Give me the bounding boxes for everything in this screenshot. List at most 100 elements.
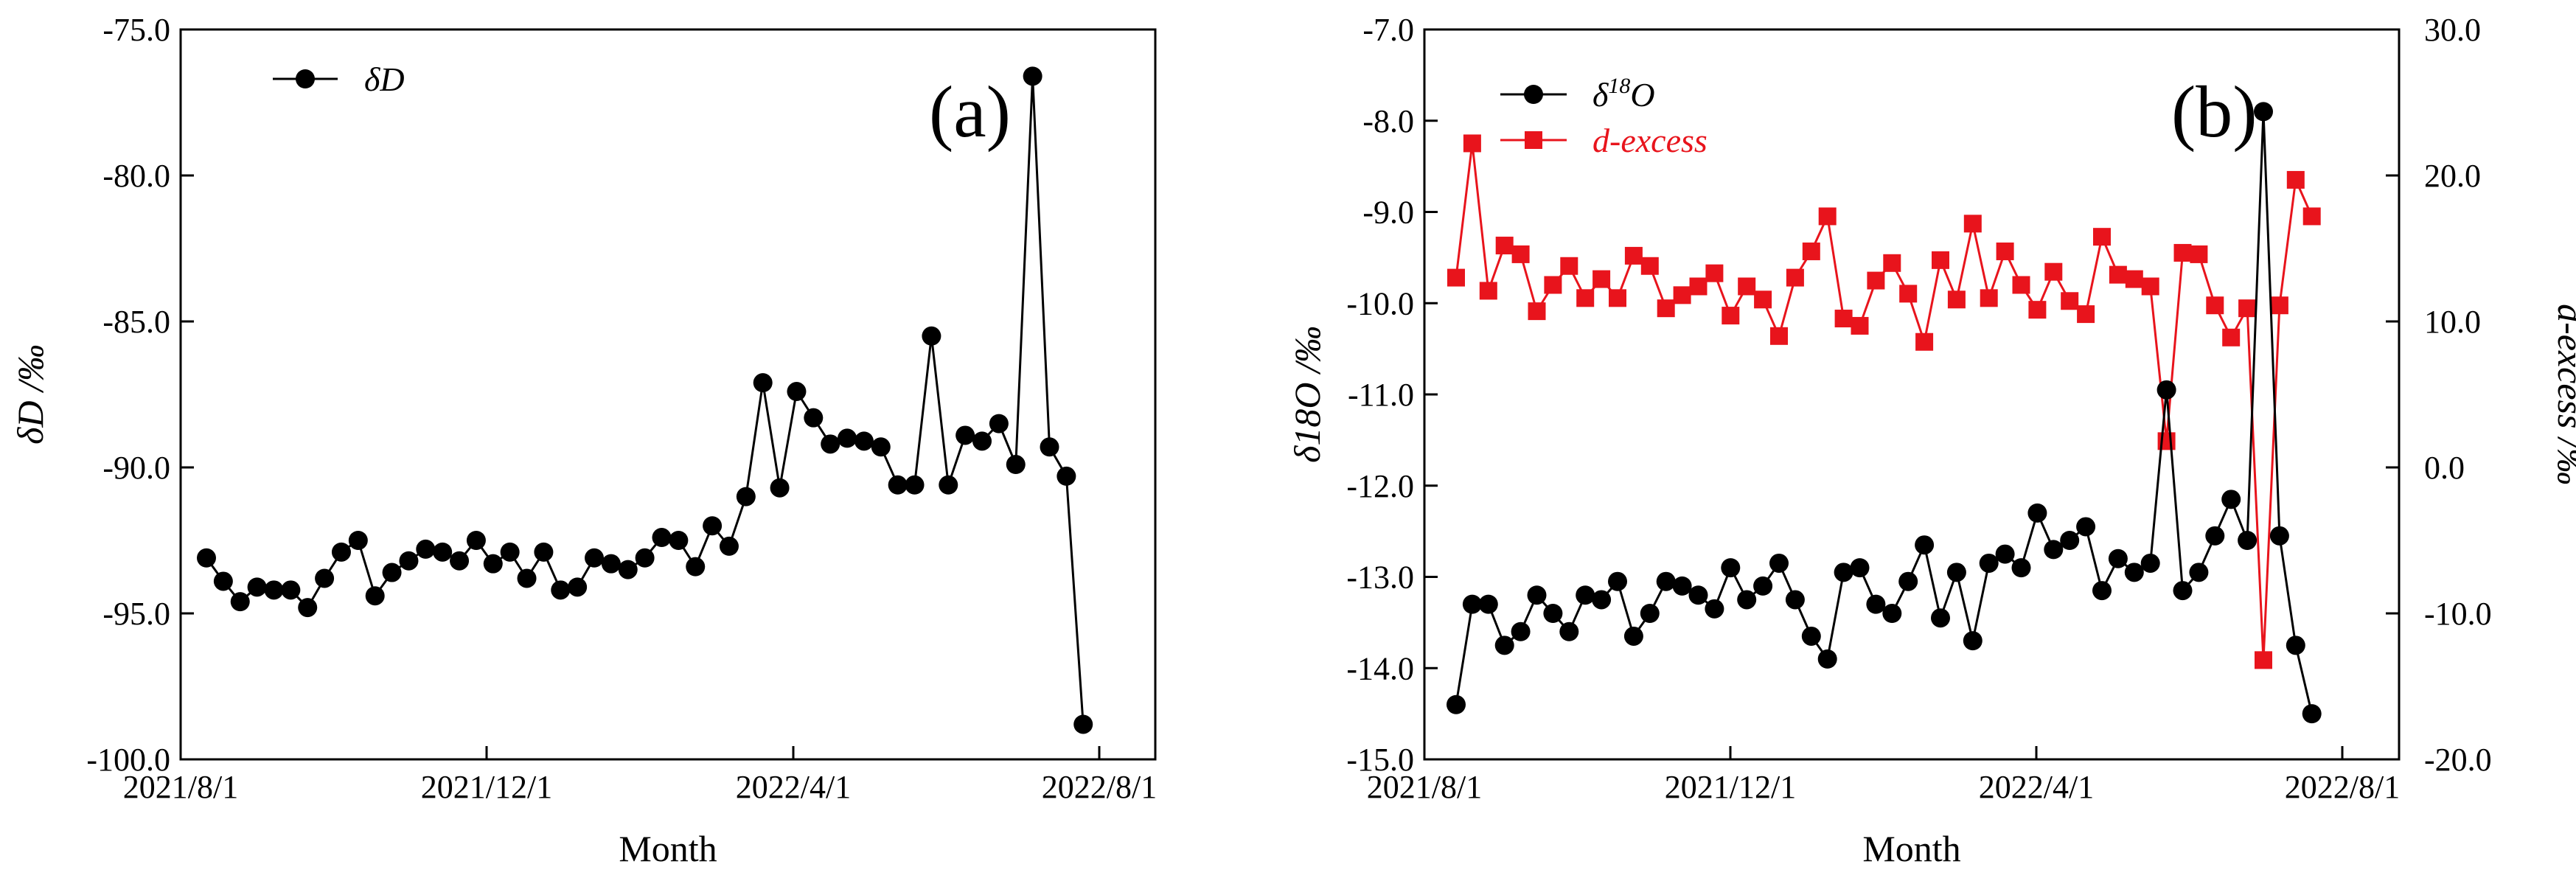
legend-d18o-superscript: 18 xyxy=(1608,74,1630,98)
d18O-series-point xyxy=(2140,553,2160,573)
panel-b-y-axis-title-left: δ18O /‰ xyxy=(1287,326,1328,463)
dexcess-series-point xyxy=(1463,134,1481,153)
d18O-series-point xyxy=(2286,635,2305,655)
dexcess-series-point xyxy=(1867,271,1885,290)
panel-b-label: (b) xyxy=(2171,71,2258,153)
dD-series-point xyxy=(989,414,1009,433)
dexcess-series-point xyxy=(2141,277,2159,296)
panel-b-y-left-tick-label: -14.0 xyxy=(1346,650,1414,686)
d18O-series-point xyxy=(2027,503,2047,523)
dD-series-point xyxy=(433,542,453,562)
dD-series-point xyxy=(585,548,605,568)
panel-b-y-right-tick-label: 10.0 xyxy=(2424,304,2481,340)
dD-series-point xyxy=(686,557,706,577)
d18O-series-point xyxy=(2302,704,2322,724)
dexcess-series-point xyxy=(1947,290,1966,309)
d18O-series-point xyxy=(1656,571,1676,591)
panel-a-y-tick-label: -75.0 xyxy=(102,12,170,48)
dD-series-point xyxy=(365,586,385,606)
panel-a-plot-frame xyxy=(179,28,1157,761)
panel-a-y-tick-label: -90.0 xyxy=(102,450,170,486)
dD-series-point xyxy=(736,487,756,506)
d18O-series-point xyxy=(2076,517,2096,537)
dexcess-series-point xyxy=(1980,289,1998,307)
d18O-series-point xyxy=(1511,621,1531,641)
d18O-series-point xyxy=(1672,576,1692,596)
dD-series-point xyxy=(838,428,857,448)
dexcess-series-point xyxy=(1528,302,1546,321)
d18O-series-point xyxy=(1753,576,1773,596)
panel-a-y-tick-label: -85.0 xyxy=(102,304,170,340)
dD-series-point xyxy=(298,598,318,618)
dD-series-point xyxy=(787,382,807,402)
dexcess-series-point xyxy=(1770,327,1788,345)
d18O-series-point xyxy=(2092,581,2112,601)
dexcess-series-point xyxy=(2077,305,2095,324)
panel-a-legend-marker xyxy=(296,69,315,88)
d18O-series-point xyxy=(1817,649,1837,669)
panel-b-legend-marker-dexcess xyxy=(1525,131,1542,149)
d18O-series-point xyxy=(1623,626,1643,646)
d18O-series-point xyxy=(2108,549,2128,568)
dD-series-point xyxy=(618,560,638,579)
dexcess-series-point xyxy=(2302,207,2321,226)
dD-series-line xyxy=(205,76,1085,725)
panel-b-legend-label-d18o: δ18O xyxy=(1592,74,1655,114)
panel-b-y-left-tick-label: -11.0 xyxy=(1348,377,1414,413)
panel-b-y-left-tick-label: -9.0 xyxy=(1362,195,1414,231)
d18O-series-point xyxy=(1979,553,1999,573)
dD-series-point xyxy=(888,475,908,495)
dD-series-point xyxy=(939,475,958,495)
panel-b-y-left-tick-label: -15.0 xyxy=(1346,742,1414,778)
dexcess-series-point xyxy=(1722,307,1740,325)
panel-a-x-tick-label: 2022/8/1 xyxy=(1042,769,1157,805)
d18O-series-point xyxy=(1769,553,1789,573)
panel-b-y-axis-title-right: d-excess /‰ xyxy=(2550,304,2576,485)
d18O-series-point xyxy=(1898,571,1918,591)
d18O-series-point xyxy=(1478,594,1498,614)
panel-b-y-left-tick-label: -7.0 xyxy=(1362,12,1414,48)
d18O-series-point xyxy=(1866,594,1886,614)
dD-series-point xyxy=(652,528,672,548)
d18O-series-point xyxy=(1882,604,1902,623)
d18O-series-point xyxy=(1963,631,1983,651)
dD-series-point xyxy=(635,548,655,568)
dD-series-point xyxy=(281,580,301,600)
panel-a-x-tick-label: 2021/12/1 xyxy=(421,769,552,805)
dD-series-point xyxy=(348,531,368,550)
panel-a-legend-label: δD xyxy=(364,60,405,98)
panel-b-y-left-tick-label: -10.0 xyxy=(1346,285,1414,321)
dD-series-point xyxy=(197,548,216,568)
dD-series-point xyxy=(972,431,992,451)
dD-series-point xyxy=(1006,455,1026,475)
legend-d18o-o: O xyxy=(1630,76,1654,114)
dD-series-point xyxy=(264,580,284,600)
dexcess-series-point xyxy=(2238,299,2257,318)
dexcess-series-point xyxy=(2270,296,2288,315)
dD-series-point xyxy=(703,516,723,536)
dexcess-series-point xyxy=(1560,257,1578,275)
dexcess-series-point xyxy=(2012,276,2030,294)
dexcess-series-point xyxy=(1963,215,1982,233)
panel-a-series xyxy=(197,66,1093,734)
dD-series-point xyxy=(331,542,351,562)
d18O-series-line xyxy=(1455,111,2314,714)
d18O-series-point xyxy=(1785,590,1805,610)
legend-d18o-delta: δ xyxy=(1592,76,1609,114)
dD-series-point xyxy=(770,478,790,498)
panel-b-y-right-tick-label: 20.0 xyxy=(2424,158,2481,194)
d18O-series-point xyxy=(1543,604,1563,623)
dexcess-series-point xyxy=(1609,289,1626,307)
panel-b-x-tick-label: 2021/12/1 xyxy=(1665,769,1796,805)
panel-b-y-right-tick-label: -10.0 xyxy=(2424,596,2492,632)
dexcess-series-point xyxy=(2255,651,2272,669)
dD-series-point xyxy=(1023,66,1042,86)
panel-a-legend: δD xyxy=(273,60,405,98)
dexcess-series-point xyxy=(1754,290,1772,309)
d18O-series-point xyxy=(1705,599,1724,619)
dD-series-point xyxy=(955,425,975,445)
d18O-series-point xyxy=(1850,558,1870,578)
panel-b-y-right-tick-label: 30.0 xyxy=(2424,12,2481,48)
panel-b-y-left-tick-label: -13.0 xyxy=(1346,560,1414,596)
panel-a-x-axis-title: Month xyxy=(619,828,717,869)
